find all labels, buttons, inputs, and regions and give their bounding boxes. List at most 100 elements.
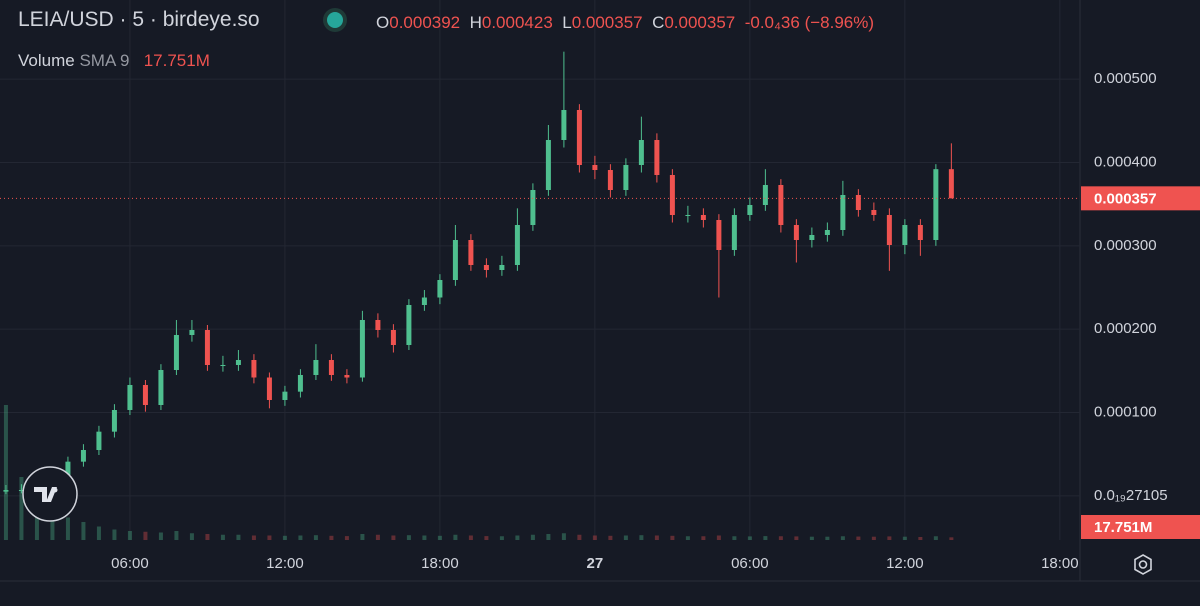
candle-body bbox=[359, 320, 365, 378]
candle-body bbox=[902, 225, 908, 245]
volume-bar bbox=[825, 536, 830, 540]
volume-bar bbox=[515, 535, 520, 540]
x-tick-label: 12:00 bbox=[886, 555, 924, 572]
volume-bar bbox=[251, 535, 256, 540]
candle-body bbox=[328, 360, 334, 375]
volume-bar bbox=[267, 535, 272, 540]
volume-bar bbox=[375, 534, 380, 540]
volume-bar bbox=[747, 536, 752, 540]
volume-bar bbox=[468, 535, 473, 540]
volume-bar bbox=[220, 534, 225, 540]
volume-bar bbox=[236, 534, 241, 540]
candle-body bbox=[220, 365, 226, 366]
candle-body bbox=[80, 450, 86, 462]
volume-bar bbox=[391, 535, 396, 540]
volume-bar bbox=[949, 537, 954, 540]
candle-body bbox=[251, 360, 257, 378]
candle-body bbox=[809, 235, 815, 240]
candle-body bbox=[530, 190, 536, 225]
y-tick-label: 0.0₁₉27105 bbox=[1094, 487, 1168, 504]
candle-body bbox=[421, 297, 427, 305]
ohlc-label: C bbox=[652, 13, 665, 32]
volume-bar bbox=[313, 535, 318, 540]
volume-bar bbox=[856, 536, 861, 540]
volume-bar bbox=[887, 536, 892, 540]
candle-body bbox=[390, 330, 396, 345]
y-tick-label: 0.000100 bbox=[1094, 403, 1157, 420]
candle-body bbox=[731, 215, 737, 250]
plot bbox=[0, 0, 1080, 540]
candle-body bbox=[499, 265, 505, 270]
candle-body bbox=[65, 461, 71, 475]
candle-body bbox=[948, 169, 954, 199]
ohlc-value: 0.000357 bbox=[571, 13, 643, 32]
volume-bar bbox=[406, 535, 411, 540]
candle-body bbox=[127, 385, 133, 410]
volume-tag-label: 17.751M bbox=[1094, 519, 1152, 536]
candle-body bbox=[173, 335, 179, 370]
ohlc-value: 0.000423 bbox=[481, 13, 553, 32]
volume-bar bbox=[50, 508, 55, 540]
candle-body bbox=[111, 410, 117, 432]
candle-body bbox=[840, 195, 846, 230]
y-tick-label: 0.000400 bbox=[1094, 153, 1157, 170]
candle-body bbox=[793, 225, 799, 240]
volume-bar bbox=[871, 536, 876, 540]
ohlc-label: L bbox=[562, 13, 572, 32]
candle-body bbox=[235, 360, 241, 365]
volume-bar bbox=[282, 535, 287, 540]
y-tick-label: 0.000500 bbox=[1094, 70, 1157, 87]
volume-bar bbox=[778, 536, 783, 540]
volume-sma: SMA 9 bbox=[79, 51, 130, 70]
volume-bar bbox=[360, 534, 365, 540]
candle-body bbox=[406, 305, 412, 345]
candle-body bbox=[96, 431, 102, 450]
y-tick-label: 0.000300 bbox=[1094, 237, 1157, 254]
volume-bar bbox=[112, 529, 117, 540]
x-tick-label: 06:00 bbox=[731, 555, 769, 572]
volume-bar bbox=[546, 534, 551, 540]
volume-bar bbox=[639, 535, 644, 540]
candle-body bbox=[669, 175, 675, 215]
ohlc-value: 0.000357 bbox=[664, 13, 736, 32]
x-tick-label: 27 bbox=[587, 555, 604, 572]
candle-body bbox=[576, 110, 582, 165]
volume-bar bbox=[158, 532, 163, 540]
candle-body bbox=[638, 140, 644, 165]
volume-bar bbox=[840, 536, 845, 540]
candle-body bbox=[700, 215, 706, 220]
volume-bar bbox=[654, 535, 659, 540]
candle-body bbox=[375, 320, 381, 330]
candle-body bbox=[313, 360, 319, 375]
x-tick-label: 06:00 bbox=[111, 555, 149, 572]
volume-bar bbox=[422, 535, 427, 540]
ohlc-label: H bbox=[469, 13, 482, 32]
candle-body bbox=[282, 391, 288, 400]
candle-body bbox=[933, 169, 939, 240]
volume-bar bbox=[453, 534, 458, 540]
status-dot bbox=[327, 12, 343, 28]
volume-bar bbox=[437, 535, 442, 540]
volume-bar bbox=[127, 531, 132, 540]
volume-value: 17.751M bbox=[143, 51, 210, 70]
volume-legend: Volume SMA 9 17.751M bbox=[18, 51, 210, 71]
candle-body bbox=[452, 240, 458, 280]
x-tick-label: 18:00 bbox=[421, 555, 459, 572]
volume-bar bbox=[205, 534, 210, 540]
volume-bar bbox=[732, 536, 737, 540]
candle-body bbox=[778, 185, 784, 225]
candle-body bbox=[18, 490, 24, 491]
volume-title: Volume bbox=[18, 51, 75, 70]
volume-bar bbox=[623, 535, 628, 540]
candle-body bbox=[297, 375, 303, 392]
candle-body bbox=[685, 215, 691, 216]
candle-body bbox=[871, 210, 877, 215]
candle-body bbox=[716, 220, 722, 250]
settings-icon[interactable] bbox=[1134, 554, 1152, 575]
volume-bar bbox=[592, 535, 597, 540]
candle-body bbox=[514, 225, 520, 265]
volume-bar bbox=[174, 531, 179, 540]
tv-logo bbox=[22, 466, 78, 522]
